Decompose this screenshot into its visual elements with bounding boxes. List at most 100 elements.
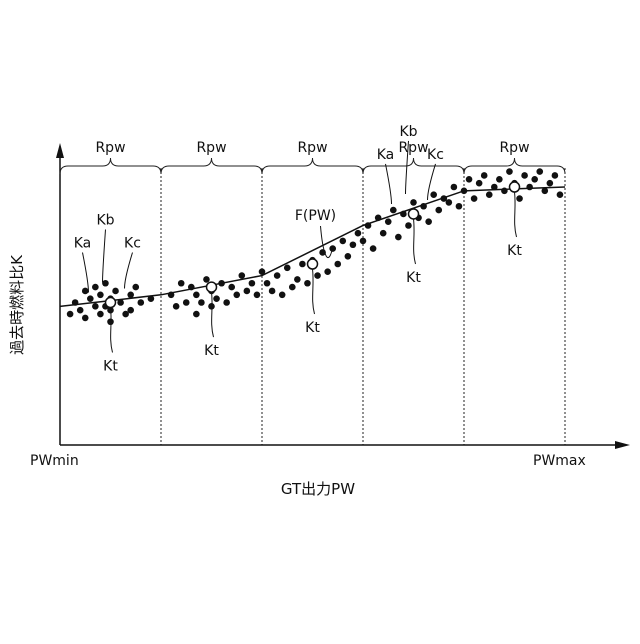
data-point [82,315,89,322]
sample-leader [386,164,392,204]
data-point [390,207,397,214]
data-point [132,284,139,291]
center-label: Kt [103,359,118,375]
data-point [127,292,134,299]
data-point [228,284,235,291]
data-point [279,292,286,299]
range-label: Rpw [398,140,428,156]
data-point [198,299,205,306]
data-point [430,191,437,198]
data-point [107,318,114,325]
data-point [178,280,185,287]
data-point [183,299,190,306]
range-label: Rpw [196,140,226,156]
data-point [193,292,200,299]
data-point [385,218,392,225]
data-point [314,272,321,279]
kt-leader [111,308,113,353]
data-point [542,188,549,195]
fit-label: F(PW) [295,208,336,224]
data-point [112,288,119,295]
range-brace [464,158,565,174]
data-point [451,184,458,191]
data-point [254,292,261,299]
data-point [319,249,326,256]
data-point [400,211,407,218]
data-point [360,238,367,245]
data-point [168,292,175,299]
data-point [420,203,427,210]
data-point [117,299,124,306]
center-point [510,182,520,192]
data-point [355,230,362,237]
data-point [294,276,301,283]
data-point [491,184,498,191]
data-point [87,295,94,302]
label-leaders [83,141,517,353]
sample-label: Kb [96,213,114,229]
center-point [308,259,318,269]
data-point [299,261,306,268]
data-point [516,195,523,202]
data-point [173,303,180,310]
data-point [304,280,311,287]
data-point [501,188,508,195]
center-label: Kt [204,343,219,359]
data-point [380,230,387,237]
y-axis-title: 過去時燃料比K [8,254,26,355]
data-point [521,172,528,179]
data-point [425,218,432,225]
data-point [97,311,104,318]
data-point [259,268,266,275]
sample-label: Kb [399,124,417,140]
sample-label: Kc [427,147,444,163]
data-point [395,234,402,241]
data-point [102,280,109,287]
data-point [97,292,104,299]
data-point [218,280,225,287]
sample-leader [83,253,89,293]
data-point [340,238,347,245]
center-point [409,209,419,219]
range-brace [262,158,363,174]
data-point [334,261,341,268]
data-point [203,276,210,283]
sample-label: Kc [124,236,141,252]
x-axis-title: GT出力PW [281,480,355,498]
sample-label: Ka [74,236,92,252]
kt-leader [515,192,517,237]
range-dividers [161,168,565,445]
center-label: Kt [406,270,421,286]
center-label: Kt [305,320,320,336]
range-brace [60,158,161,174]
data-point [92,303,99,310]
data-point [476,180,483,187]
x-axis-arrow-icon [615,441,630,449]
data-point [496,176,503,183]
data-point [350,241,357,248]
data-point [193,311,200,318]
center-point [106,298,116,308]
data-point [552,172,559,179]
data-point [208,303,215,310]
kt-leader [313,269,315,314]
data-point [410,199,417,206]
data-point [233,292,240,299]
data-point [405,222,412,229]
data-point [72,299,79,306]
data-point [127,307,134,314]
data-point [531,176,538,183]
kt-leader [212,292,214,337]
data-point [466,176,473,183]
data-point [77,307,84,314]
data-point [188,284,195,291]
data-point [274,272,281,279]
data-point [82,288,89,295]
data-point [264,280,271,287]
data-point [329,245,336,252]
data-point [435,207,442,214]
data-point [365,222,372,229]
data-point [138,299,145,306]
data-point [547,180,554,187]
